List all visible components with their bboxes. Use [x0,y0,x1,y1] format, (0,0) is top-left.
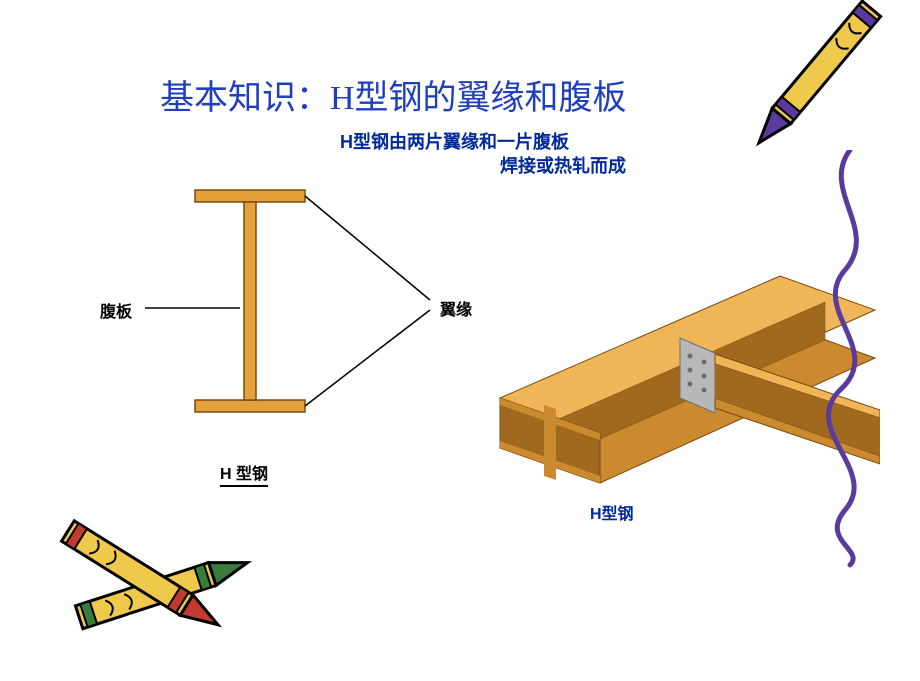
subtitle-line-1: H型钢由两片翼缘和一片腹板 [340,128,569,154]
h-beam-2d-diagram [90,170,470,490]
squiggle-icon [810,150,890,570]
web-label: 腹板 [100,298,132,322]
crayons-red-green-icon [30,481,290,681]
slide-title: 基本知识：H型钢的翼缘和腹板 [160,70,627,119]
flange-label: 翼缘 [440,296,472,320]
diagram-3d-caption: H型钢 [590,500,634,524]
subtitle-line-2: 焊接或热轧而成 [500,152,626,178]
